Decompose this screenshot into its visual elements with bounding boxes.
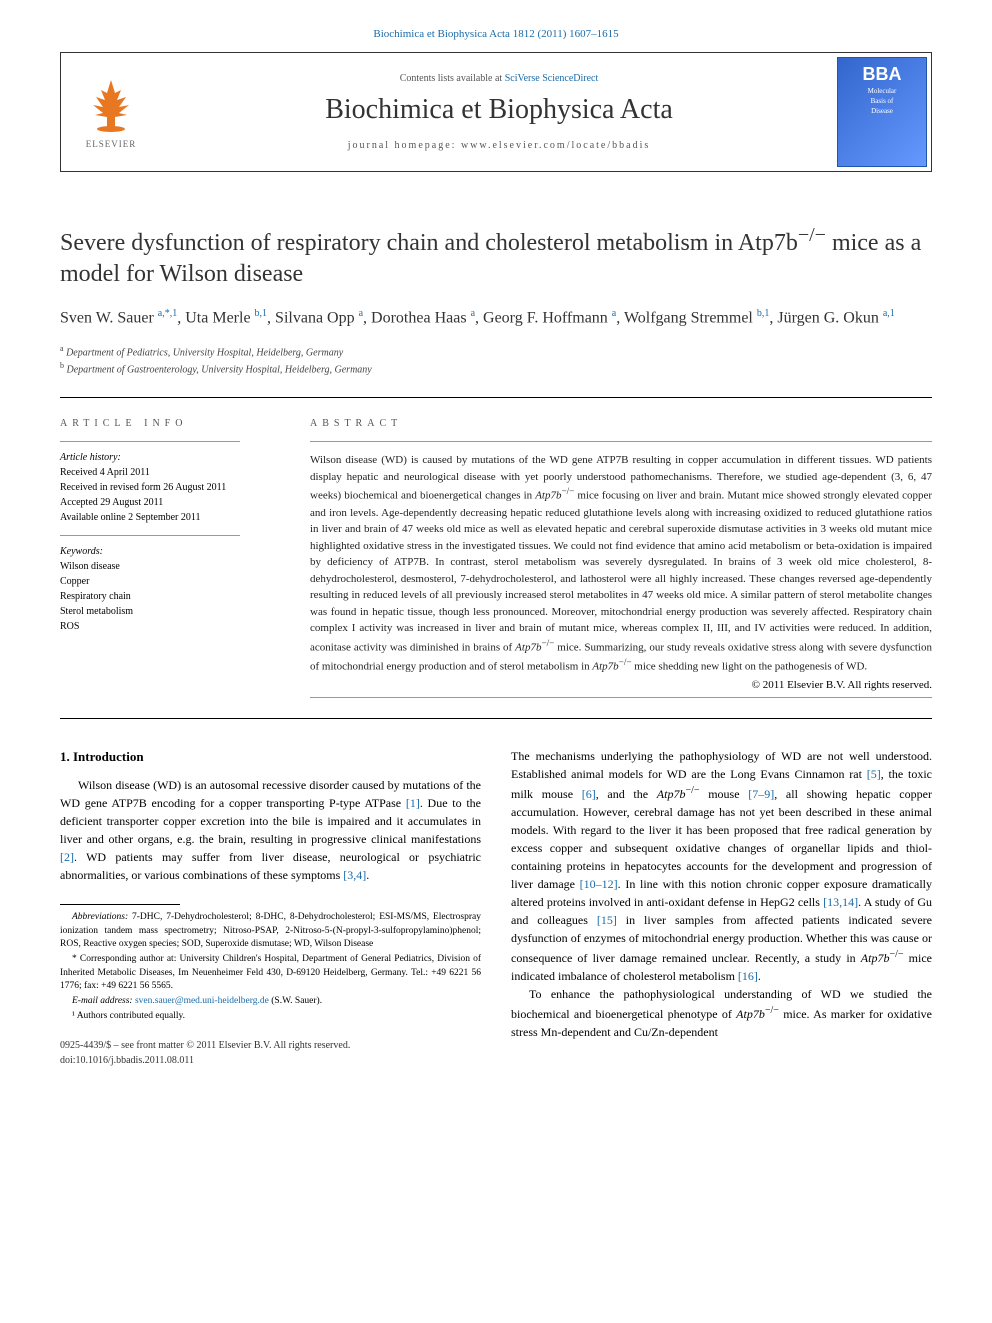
cover-sub2: Basis of — [871, 97, 894, 105]
homepage-url: www.elsevier.com/locate/bbadis — [461, 140, 650, 151]
divider — [60, 718, 932, 719]
elsevier-logo: ELSEVIER — [61, 67, 161, 157]
meta-abstract-row: ARTICLE INFO Article history: Received 4… — [60, 418, 932, 697]
keyword: Respiratory chain — [60, 589, 280, 604]
body-columns: 1. Introduction Wilson disease (WD) is a… — [60, 747, 932, 1068]
email-label: E-mail address: — [72, 996, 135, 1006]
abstract-heading: ABSTRACT — [310, 418, 932, 429]
article-title: Severe dysfunction of respiratory chain … — [60, 222, 932, 290]
equal-contrib-footnote: ¹ Authors contributed equally. — [60, 1010, 481, 1023]
right-column: The mechanisms underlying the pathophysi… — [511, 747, 932, 1068]
elsevier-tree-icon — [81, 75, 141, 135]
abbreviations-footnote: Abbreviations: 7-DHC, 7-Dehydrocholester… — [60, 911, 481, 951]
divider — [60, 397, 932, 398]
introduction-heading: 1. Introduction — [60, 747, 481, 767]
history-line: Accepted 29 August 2011 — [60, 495, 280, 510]
affiliations: a Department of Pediatrics, University H… — [60, 343, 932, 378]
abstract-column: ABSTRACT Wilson disease (WD) is caused b… — [310, 418, 932, 697]
journal-name: Biochimica et Biophysica Acta — [161, 94, 837, 126]
keyword: Copper — [60, 574, 280, 589]
article-info-heading: ARTICLE INFO — [60, 418, 280, 429]
cover-sub3: Disease — [871, 107, 893, 115]
front-matter-line: 0925-4439/$ – see front matter © 2011 El… — [60, 1038, 481, 1053]
history-line: Received 4 April 2011 — [60, 465, 280, 480]
elsevier-label: ELSEVIER — [86, 139, 137, 149]
intro-paragraph-left: Wilson disease (WD) is an autosomal rece… — [60, 776, 481, 884]
cover-sub1: Molecular — [868, 87, 897, 95]
title-superscript: −/− — [798, 224, 826, 246]
corresponding-author-footnote: * Corresponding author at: University Ch… — [60, 953, 481, 993]
affiliation-line: a Department of Pediatrics, University H… — [60, 343, 932, 360]
affiliation-line: b Department of Gastroenterology, Univer… — [60, 360, 932, 377]
abstract-text: Wilson disease (WD) is caused by mutatio… — [310, 452, 932, 674]
intro-paragraph-right-1: The mechanisms underlying the pathophysi… — [511, 747, 932, 985]
contents-prefix: Contents lists available at — [400, 73, 505, 84]
history-label: Article history: — [60, 452, 280, 463]
contents-line: Contents lists available at SciVerse Sci… — [161, 73, 837, 84]
homepage-line: journal homepage: www.elsevier.com/locat… — [161, 140, 837, 151]
abstract-copyright: © 2011 Elsevier B.V. All rights reserved… — [310, 679, 932, 691]
article-info-column: ARTICLE INFO Article history: Received 4… — [60, 418, 280, 697]
abbrev-label: Abbreviations: — [72, 912, 128, 922]
history-line: Available online 2 September 2011 — [60, 510, 280, 525]
email-link[interactable]: sven.sauer@med.uni-heidelberg.de — [135, 996, 269, 1006]
title-line1: Severe dysfunction of respiratory chain … — [60, 230, 798, 256]
copyright-doi-block: 0925-4439/$ – see front matter © 2011 El… — [60, 1038, 481, 1068]
homepage-prefix: journal homepage: — [348, 140, 461, 151]
keyword: ROS — [60, 619, 280, 634]
email-paren: (S.W. Sauer). — [269, 996, 322, 1006]
doi-line: doi:10.1016/j.bbadis.2011.08.011 — [60, 1053, 481, 1068]
keywords-label: Keywords: — [60, 546, 280, 557]
keyword: Wilson disease — [60, 559, 280, 574]
email-footnote: E-mail address: sven.sauer@med.uni-heide… — [60, 995, 481, 1008]
journal-reference: Biochimica et Biophysica Acta 1812 (2011… — [0, 0, 992, 52]
keyword: Sterol metabolism — [60, 604, 280, 619]
intro-paragraph-right-2: To enhance the pathophysiological unders… — [511, 985, 932, 1041]
journal-cover-thumbnail: BBA Molecular Basis of Disease — [837, 57, 927, 167]
header-center: Contents lists available at SciVerse Sci… — [161, 65, 837, 159]
journal-header-box: ELSEVIER Contents lists available at Sci… — [60, 52, 932, 172]
author-list: Sven W. Sauer a,*,1, Uta Merle b,1, Silv… — [60, 306, 932, 330]
footnotes: Abbreviations: 7-DHC, 7-Dehydrocholester… — [60, 904, 481, 1023]
history-line: Received in revised form 26 August 2011 — [60, 480, 280, 495]
sciencedirect-link[interactable]: SciVerse ScienceDirect — [505, 73, 599, 84]
cover-title: BBA — [863, 64, 902, 85]
left-column: 1. Introduction Wilson disease (WD) is a… — [60, 747, 481, 1068]
